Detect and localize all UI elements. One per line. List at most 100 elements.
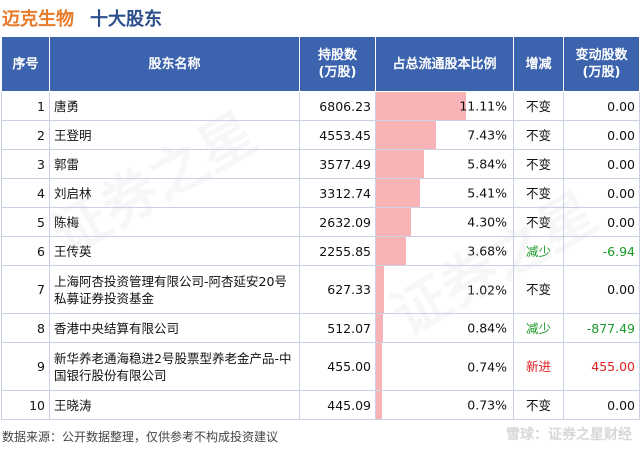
shares-held: 6806.23 [299,91,376,121]
change-amount: 0.00 [563,178,640,208]
table-row: 6 王传英 2255.85 3.68% 减少 -6.94 [1,236,640,266]
ratio-cell: 4.30% [375,207,514,237]
row-index: 4 [1,178,50,208]
shareholders-table: 序号 股东名称 持股数 (万股) 占总流通股本比例 增减 变动股数 (万股) 1 唐勇… [1,36,640,420]
shares-held: 512.07 [299,313,376,343]
shares-held: 445.09 [299,390,376,420]
ratio-label: 3.68% [467,243,507,259]
shareholder-name: 王登明 [49,120,300,150]
col-header-delta: 变动股数 (万股) [563,36,640,92]
ratio-bar [376,208,411,236]
ratio-bar [376,391,382,419]
ratio-label: 0.84% [467,320,507,336]
ratio-cell: 0.74% [375,342,514,391]
ratio-label: 5.84% [467,156,507,172]
change-status: 不变 [513,120,564,150]
shareholder-name: 香港中央结算有限公司 [49,313,300,343]
change-amount: 0.00 [563,207,640,237]
change-status: 减少 [513,313,564,343]
shares-held: 627.33 [299,265,376,314]
shareholder-name: 陈梅 [49,207,300,237]
ratio-bar [376,121,437,149]
table-row: 2 王登明 4553.45 7.43% 不变 0.00 [1,120,640,150]
change-amount: 0.00 [563,120,640,150]
ratio-bar [376,92,467,120]
change-amount: 0.00 [563,149,640,179]
shares-held: 3312.74 [299,178,376,208]
ratio-label: 11.11% [459,98,507,114]
ratio-label: 1.02% [467,282,507,297]
ratio-cell: 0.73% [375,390,514,420]
shareholder-name: 王晓涛 [49,390,300,420]
ratio-cell: 5.41% [375,178,514,208]
change-amount: 0.00 [563,91,640,121]
row-index: 7 [1,265,50,314]
brand-watermark: 雪球：证券之星财经 [506,427,632,443]
company-title: 迈克生物 [2,9,74,30]
change-amount: -6.94 [563,236,640,266]
shareholder-name: 王传英 [49,236,300,266]
change-status: 不变 [513,265,564,314]
row-index: 3 [1,149,50,179]
ratio-cell: 5.84% [375,149,514,179]
change-amount: 0.00 [563,390,640,420]
shareholder-name: 郭雷 [49,149,300,179]
ratio-bar [376,314,383,342]
row-index: 8 [1,313,50,343]
row-index: 10 [1,390,50,420]
table-header-row: 序号 股东名称 持股数 (万股) 占总流通股本比例 增减 变动股数 (万股) [1,36,640,92]
shares-held: 4553.45 [299,120,376,150]
ratio-cell: 11.11% [375,91,514,121]
shareholder-name: 唐勇 [49,91,300,121]
ratio-cell: 3.68% [375,236,514,266]
change-status: 减少 [513,236,564,266]
change-status: 不变 [513,149,564,179]
row-index: 5 [1,207,50,237]
shares-held: 455.00 [299,342,376,391]
col-header-index: 序号 [1,36,50,92]
shares-held: 3577.49 [299,149,376,179]
ratio-label: 7.43% [467,127,507,143]
table-row: 5 陈梅 2632.09 4.30% 不变 0.00 [1,207,640,237]
change-status: 新进 [513,342,564,391]
ratio-label: 0.73% [467,397,507,413]
col-header-shares: 持股数 (万股) [299,36,376,92]
table-row: 9 新华养老通海稳进2号股票型养老金产品-中国银行股份有限公司 455.00 0.74… [1,342,640,391]
change-status: 不变 [513,207,564,237]
change-amount: 455.00 [563,342,640,391]
shares-held: 2632.09 [299,207,376,237]
ratio-label: 4.30% [467,214,507,230]
shares-held: 2255.85 [299,236,376,266]
row-index: 9 [1,342,50,391]
ratio-label: 0.74% [467,359,507,374]
row-index: 2 [1,120,50,150]
col-header-ratio: 占总流通股本比例 [375,36,514,92]
change-amount: -877.49 [563,313,640,343]
shareholder-name: 新华养老通海稳进2号股票型养老金产品-中国银行股份有限公司 [49,342,300,391]
change-status: 不变 [513,178,564,208]
row-index: 6 [1,236,50,266]
row-index: 1 [1,91,50,121]
change-amount: 0.00 [563,265,640,314]
section-title: 十大股东 [90,9,162,30]
ratio-bar [376,266,385,313]
shareholder-name: 刘启林 [49,178,300,208]
ratio-cell: 0.84% [375,313,514,343]
table-row: 1 唐勇 6806.23 11.11% 不变 0.00 [1,91,640,121]
ratio-bar [376,343,383,390]
ratio-cell: 1.02% [375,265,514,314]
table-row: 4 刘启林 3312.74 5.41% 不变 0.00 [1,178,640,208]
table-row: 10 王晓涛 445.09 0.73% 不变 0.00 [1,390,640,420]
ratio-label: 5.41% [467,185,507,201]
ratio-bar [376,237,406,265]
ratio-cell: 7.43% [375,120,514,150]
table-row: 7 上海阿杏投资管理有限公司-阿杏延安20号私募证券投资基金 627.33 1.02%… [1,265,640,314]
ratio-bar [376,150,424,178]
table-row: 8 香港中央结算有限公司 512.07 0.84% 减少 -877.49 [1,313,640,343]
col-header-name: 股东名称 [49,36,300,92]
shareholder-name: 上海阿杏投资管理有限公司-阿杏延安20号私募证券投资基金 [49,265,300,314]
col-header-change: 增减 [513,36,564,92]
change-status: 不变 [513,91,564,121]
change-status: 不变 [513,390,564,420]
ratio-bar [376,179,421,207]
